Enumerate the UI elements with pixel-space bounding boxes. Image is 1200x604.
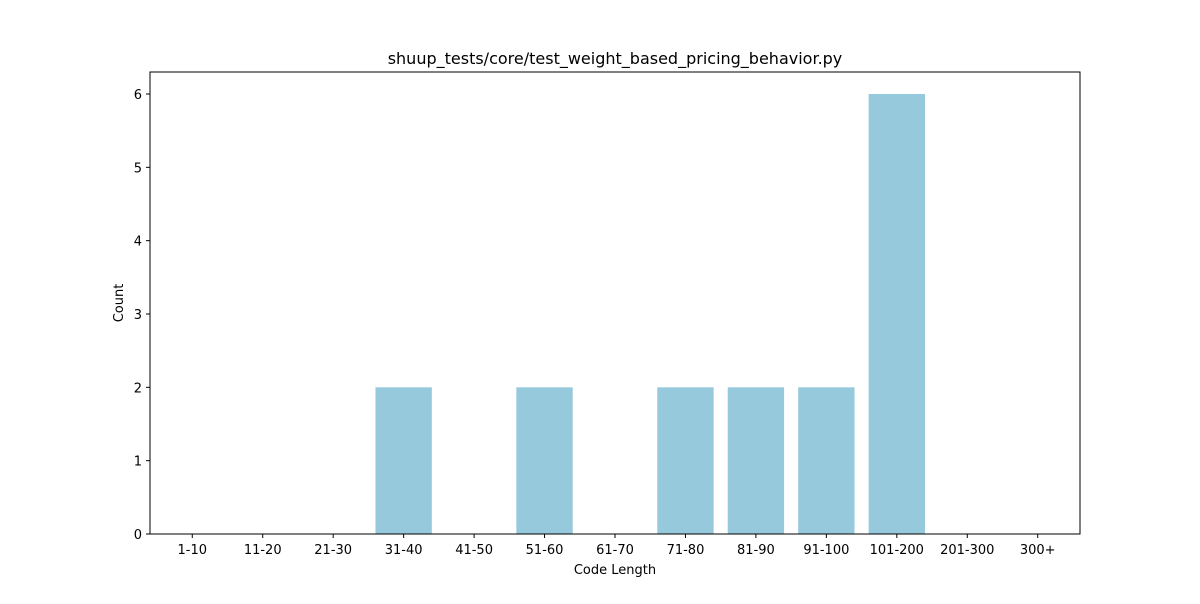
x-tick-label: 21-30 [314, 543, 352, 558]
x-tick-label: 91-100 [803, 543, 849, 558]
bar-91-100 [798, 387, 855, 534]
y-tick-label: 3 [134, 308, 142, 323]
x-tick-label: 201-300 [940, 543, 994, 558]
bar-101-200 [868, 94, 925, 534]
x-tick-label: 101-200 [870, 543, 924, 558]
x-tick-label: 1-10 [178, 543, 208, 558]
x-tick-label: 51-60 [526, 543, 564, 558]
bar-71-80 [657, 387, 714, 534]
x-axis-label: Code Length [574, 563, 656, 578]
y-tick-label: 0 [134, 528, 142, 543]
y-tick-label: 1 [134, 455, 142, 470]
bars-group [375, 94, 925, 534]
x-tick-label: 71-80 [667, 543, 705, 558]
x-tick-label: 61-70 [596, 543, 634, 558]
x-tick-label: 81-90 [737, 543, 775, 558]
chart-title: shuup_tests/core/test_weight_based_prici… [388, 49, 843, 69]
x-tick-label: 300+ [1020, 543, 1056, 558]
x-tick-label: 11-20 [244, 543, 282, 558]
x-tick-label: 31-40 [385, 543, 423, 558]
y-tick-label: 4 [134, 235, 142, 250]
plot-area-frame [149, 71, 1081, 535]
y-axis-ticks: 0 1 2 3 4 5 6 [134, 88, 150, 543]
y-tick-label: 5 [134, 161, 142, 176]
y-tick-label: 2 [134, 381, 142, 396]
x-axis-ticks: 1-10 11-20 21-30 31-40 41-50 51-60 61-70 71-80 8… [178, 534, 1056, 558]
bar-81-90 [727, 387, 785, 534]
x-tick-label: 41-50 [455, 543, 493, 558]
y-tick-label: 6 [134, 88, 142, 103]
y-axis-label: Count [112, 284, 127, 323]
bar-31-40 [375, 387, 432, 534]
bar-51-60 [516, 387, 573, 534]
